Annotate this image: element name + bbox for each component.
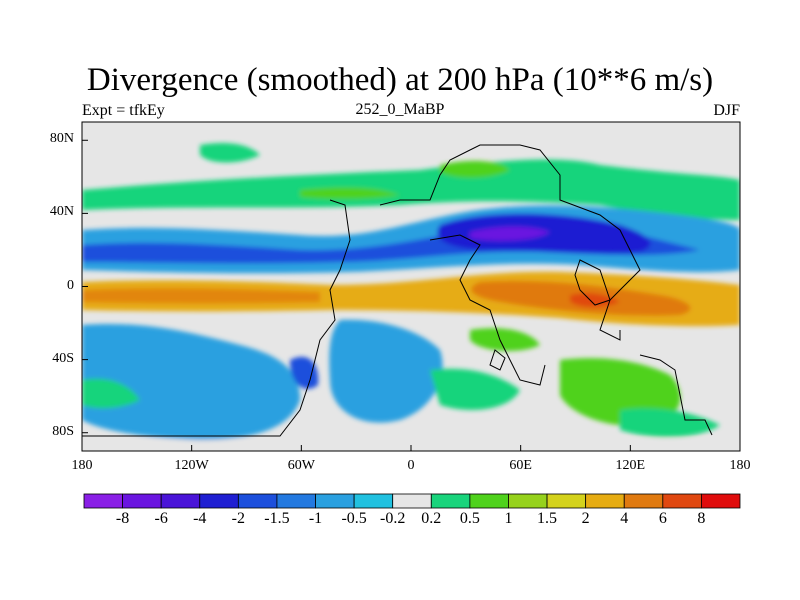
colorbar-swatch (83, 493, 123, 509)
colorbar-label: 0.5 (459, 510, 480, 527)
axis-ticks (81, 139, 741, 451)
x-tick-label: 180 (729, 458, 751, 473)
colorbar-swatch (662, 493, 702, 509)
colorbar-label: 0.2 (421, 510, 442, 527)
season-label: DJF (713, 102, 740, 119)
colorbar-label: 8 (697, 510, 706, 527)
coastlines (82, 144, 713, 437)
chart-title: Divergence (smoothed) at 200 hPa (10**6 … (86, 62, 714, 98)
colorbar-label: -0.5 (341, 510, 367, 527)
colorbar-swatch (199, 493, 239, 509)
x-tick-label: 60E (509, 458, 532, 473)
colorbar-swatch (237, 493, 278, 509)
colorbar-label: 1.5 (537, 510, 558, 527)
y-tick-label: 80S (52, 423, 74, 439)
y-tick-label: 80N (49, 131, 74, 147)
colorbar-label: 4 (620, 510, 629, 527)
colorbar-swatch (353, 493, 394, 509)
x-tick-label: 120E (615, 458, 646, 473)
colorbar-label: -8 (115, 510, 130, 527)
x-tick-label: 180 (71, 458, 93, 473)
contour-field (82, 122, 740, 451)
colorbar-label: 1 (504, 510, 513, 527)
colorbar-label: 6 (658, 510, 667, 527)
x-tick-label: 0 (407, 458, 415, 473)
colorbar-label: -4 (193, 510, 207, 527)
colorbar-swatch (508, 493, 548, 509)
colorbar-swatch (623, 493, 664, 509)
colorbar-label: -6 (154, 510, 168, 527)
colorbar-swatch (315, 493, 355, 509)
y-tick-label: 0 (67, 277, 74, 293)
colorbar-swatch (701, 493, 741, 509)
colorbar-swatch (469, 493, 509, 509)
experiment-label: Expt = tfkEy (82, 102, 165, 119)
y-tick-label: 40S (52, 350, 74, 366)
run-label: 252_0_MaBP (355, 101, 445, 118)
colorbar-label: -0.2 (380, 510, 406, 527)
colorbar-label: -1 (308, 510, 323, 527)
colorbar-label: -1.5 (264, 510, 290, 527)
colorbar-swatch (392, 493, 432, 509)
colorbar-swatch (546, 493, 587, 509)
y-tick-label: 40N (49, 204, 74, 220)
x-tick-label: 120W (174, 458, 209, 473)
colorbar (83, 493, 741, 509)
colorbar-swatch (585, 493, 625, 509)
colorbar-swatch (160, 493, 201, 509)
colorbar-swatch (122, 493, 162, 509)
colorbar-swatch (276, 493, 316, 509)
x-tick-label: 60W (287, 458, 315, 473)
colorbar-swatch (430, 493, 471, 509)
colorbar-label: 2 (581, 510, 590, 527)
colorbar-label: -2 (231, 510, 245, 527)
